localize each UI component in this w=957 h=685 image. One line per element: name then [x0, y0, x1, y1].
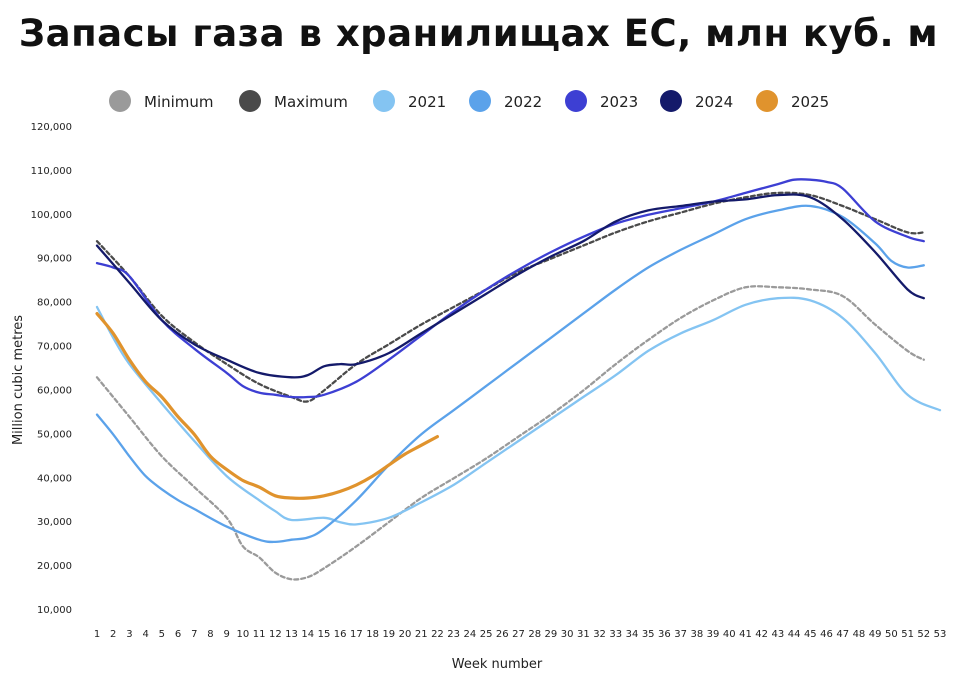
x-tick-label: 18 — [366, 629, 379, 640]
x-tick-label: 41 — [739, 629, 752, 640]
legend-label-2023: 2023 — [600, 93, 638, 111]
x-tick-label: 39 — [707, 629, 720, 640]
y-tick-label: 100,000 — [31, 210, 72, 221]
x-tick-label: 19 — [382, 629, 395, 640]
x-axis-ticks: 1 2 3 4 5 6 7 8 9 10 11 12 13 14 15 16 17 18 19 20 21 22 23 24 2… — [94, 629, 947, 640]
series-line-2024 — [95, 193, 925, 379]
x-tick-label: 27 — [512, 629, 525, 640]
x-tick-label: 6 — [175, 629, 181, 640]
x-tick-label: 35 — [642, 629, 655, 640]
x-tick-label: 2 — [110, 629, 116, 640]
x-tick-label: 53 — [934, 629, 947, 640]
x-tick-label: 51 — [901, 629, 914, 640]
x-tick-label: 25 — [480, 629, 493, 640]
legend-marker-minimum — [109, 90, 131, 112]
legend-marker-2021 — [373, 90, 395, 112]
y-tick-label: 120,000 — [31, 122, 72, 133]
legend-label-2021: 2021 — [408, 93, 446, 111]
x-tick-label: 1 — [94, 629, 100, 640]
y-tick-label: 40,000 — [37, 473, 72, 484]
x-tick-label: 48 — [853, 629, 866, 640]
series-line-minimum — [95, 285, 925, 581]
legend-marker-2022 — [469, 90, 491, 112]
x-tick-label: 50 — [885, 629, 898, 640]
x-tick-label: 20 — [399, 629, 412, 640]
x-tick-label: 52 — [917, 629, 930, 640]
x-tick-label: 26 — [496, 629, 509, 640]
x-tick-label: 31 — [577, 629, 590, 640]
x-tick-label: 46 — [820, 629, 833, 640]
x-tick-label: 24 — [463, 629, 476, 640]
series-lines — [95, 178, 942, 581]
x-tick-label: 29 — [545, 629, 558, 640]
x-tick-label: 47 — [836, 629, 849, 640]
x-tick-label: 40 — [723, 629, 736, 640]
x-tick-label: 42 — [755, 629, 768, 640]
x-tick-label: 49 — [869, 629, 882, 640]
y-tick-label: 90,000 — [37, 254, 72, 265]
legend-marker-maximum — [239, 90, 261, 112]
x-tick-label: 22 — [431, 629, 444, 640]
x-tick-label: 7 — [191, 629, 197, 640]
x-tick-label: 8 — [207, 629, 213, 640]
x-tick-label: 12 — [269, 629, 282, 640]
y-tick-label: 30,000 — [37, 517, 72, 528]
x-tick-label: 10 — [237, 629, 250, 640]
x-tick-label: 16 — [334, 629, 347, 640]
x-tick-label: 4 — [142, 629, 148, 640]
series-line-maximum — [95, 191, 925, 403]
x-tick-label: 44 — [788, 629, 801, 640]
series-line-2025 — [95, 312, 439, 500]
legend: Minimum Maximum 2021 2022 2023 2024 2025 — [109, 90, 829, 112]
x-tick-label: 36 — [658, 629, 671, 640]
legend-marker-2024 — [660, 90, 682, 112]
legend-marker-2023 — [565, 90, 587, 112]
x-axis-title: Week number — [452, 657, 543, 672]
legend-label-2022: 2022 — [504, 93, 542, 111]
x-tick-label: 13 — [285, 629, 298, 640]
legend-marker-2025 — [756, 90, 778, 112]
x-tick-label: 38 — [690, 629, 703, 640]
legend-label-2024: 2024 — [695, 93, 733, 111]
x-tick-label: 30 — [561, 629, 574, 640]
x-tick-label: 5 — [159, 629, 165, 640]
page-title: Запасы газа в хранилищах ЕС, млн куб. м — [18, 12, 939, 55]
y-tick-label: 60,000 — [37, 385, 72, 396]
x-tick-label: 23 — [447, 629, 460, 640]
x-tick-label: 3 — [126, 629, 132, 640]
series-line-2021 — [95, 296, 942, 526]
x-tick-label: 15 — [318, 629, 331, 640]
x-tick-label: 34 — [626, 629, 639, 640]
y-tick-label: 20,000 — [37, 561, 72, 572]
y-axis-ticks: 10,000 20,000 30,000 40,000 50,000 60,000 70,0… — [31, 122, 72, 616]
x-tick-label: 37 — [674, 629, 687, 640]
x-tick-label: 9 — [224, 629, 230, 640]
legend-label-minimum: Minimum — [144, 93, 214, 111]
y-tick-label: 70,000 — [37, 342, 72, 353]
series-line-2022 — [95, 204, 925, 544]
y-tick-label: 80,000 — [37, 298, 72, 309]
series-line-2023 — [95, 178, 925, 399]
y-tick-label: 10,000 — [37, 605, 72, 616]
x-tick-label: 45 — [804, 629, 817, 640]
x-tick-label: 32 — [593, 629, 606, 640]
x-tick-label: 43 — [772, 629, 785, 640]
y-tick-label: 50,000 — [37, 429, 72, 440]
x-tick-label: 11 — [253, 629, 266, 640]
legend-label-2025: 2025 — [791, 93, 829, 111]
y-tick-label: 110,000 — [31, 166, 72, 177]
y-axis-title: Million cubic metres — [11, 315, 26, 445]
x-tick-label: 17 — [350, 629, 363, 640]
x-tick-label: 21 — [415, 629, 428, 640]
x-tick-label: 14 — [301, 629, 314, 640]
legend-label-maximum: Maximum — [274, 93, 348, 111]
x-tick-label: 33 — [609, 629, 622, 640]
x-tick-label: 28 — [528, 629, 541, 640]
